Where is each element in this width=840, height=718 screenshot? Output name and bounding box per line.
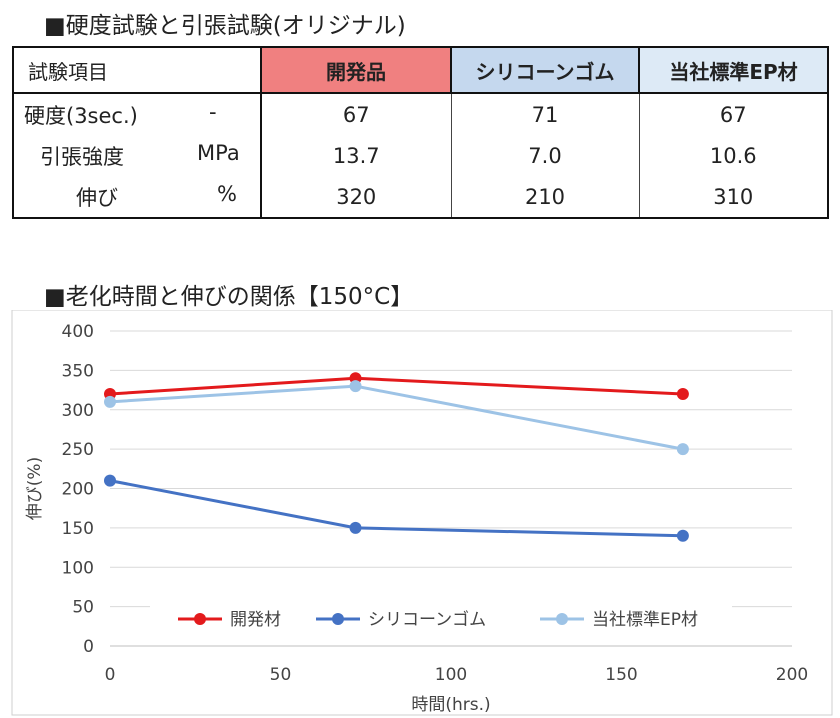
cell-value: 320 bbox=[336, 184, 377, 209]
y-tick-label: 200 bbox=[62, 480, 94, 500]
header-dev-product: 開発品 bbox=[260, 46, 452, 94]
legend-label: 当社標準EP材 bbox=[592, 610, 698, 630]
table-row: 引張強度 MPa 13.7 7.0 10.6 bbox=[13, 135, 828, 176]
y-tick-label: 150 bbox=[62, 519, 94, 539]
y-tick-label: 300 bbox=[62, 401, 94, 421]
row-name-cell: 硬度(3sec.) - bbox=[13, 93, 262, 135]
row-name-cell: 伸び % bbox=[13, 176, 262, 218]
section-title-aging: ■老化時間と伸びの関係【150°C】 bbox=[44, 284, 414, 310]
x-axis-label: 時間(hrs.) bbox=[411, 695, 490, 715]
row-unit: % bbox=[217, 181, 237, 206]
data-point bbox=[676, 443, 689, 456]
table-row: 伸び % 320 210 310 bbox=[13, 176, 828, 218]
y-tick-label: 400 bbox=[62, 322, 94, 342]
row-unit: MPa bbox=[197, 140, 240, 165]
data-point bbox=[104, 395, 116, 408]
table-row: 硬度(3sec.) - 67 71 67 bbox=[13, 93, 828, 135]
series-3 bbox=[104, 380, 689, 456]
y-tick-label: 50 bbox=[72, 598, 94, 618]
series-lines bbox=[104, 372, 689, 542]
y-tick-label: 250 bbox=[62, 440, 94, 460]
legend-background bbox=[150, 601, 732, 637]
header-standard-ep: 当社標準EP材 bbox=[638, 46, 829, 94]
cell-value: 13.7 bbox=[332, 143, 380, 168]
chart-frame bbox=[11, 310, 833, 716]
cell-value: 71 bbox=[450, 93, 639, 135]
cell-value: 310 bbox=[638, 176, 828, 218]
cell-value: 67 bbox=[342, 102, 370, 127]
y-tick-label: 350 bbox=[62, 361, 94, 381]
test-results-table: 試験項目 開発品 シリコーンゴム 当社標準EP材 硬度(3sec.) - 67 … bbox=[12, 46, 829, 219]
header-silicone-rubber: シリコーンゴム bbox=[450, 46, 640, 94]
x-tick-label: 100 bbox=[435, 665, 467, 685]
row-label: 硬度(3sec.) bbox=[24, 103, 138, 128]
row-label: 引張強度 bbox=[40, 144, 124, 169]
x-axis-ticks: 0 50 100 150 200 bbox=[105, 665, 809, 685]
cell-value: 210 bbox=[450, 176, 639, 218]
chart-legend: 開発材 シリコーンゴム 当社標準EP材 bbox=[150, 601, 732, 637]
y-axis-ticks: 0 50 100 150 200 250 300 350 400 bbox=[62, 322, 94, 657]
cell-value: 7.0 bbox=[450, 135, 639, 176]
data-point bbox=[349, 521, 362, 534]
elongation-line-chart: 0 50 100 150 200 250 300 350 400 0 50 100 150 200 開発… bbox=[11, 310, 833, 716]
data-point bbox=[349, 380, 362, 393]
row-unit: - bbox=[209, 99, 217, 124]
header-test-item: 試験項目 bbox=[12, 46, 262, 94]
x-tick-label: 150 bbox=[605, 665, 637, 685]
legend-label: シリコーンゴム bbox=[368, 609, 486, 630]
legend-item: 当社標準EP材 bbox=[540, 610, 698, 630]
data-point bbox=[676, 388, 689, 400]
legend-swatch-marker bbox=[556, 613, 568, 625]
row-name-cell: 引張強度 MPa bbox=[13, 135, 262, 176]
table-header-row: 試験項目 開発品 シリコーンゴム 当社標準EP材 bbox=[12, 46, 829, 94]
legend-swatch-marker bbox=[332, 613, 344, 625]
x-tick-label: 0 bbox=[105, 665, 116, 685]
data-point bbox=[676, 529, 689, 542]
series-2 bbox=[104, 474, 689, 542]
legend-label: 開発材 bbox=[230, 610, 281, 630]
y-tick-label: 100 bbox=[62, 558, 94, 578]
legend-swatch-marker bbox=[194, 613, 206, 625]
x-tick-label: 50 bbox=[270, 665, 292, 685]
cell-value: 10.6 bbox=[638, 135, 828, 176]
section-title-tests: ■硬度試験と引張試験(オリジナル) bbox=[44, 13, 406, 39]
y-tick-label: 0 bbox=[83, 637, 94, 657]
x-tick-label: 200 bbox=[776, 665, 808, 685]
legend-item: シリコーンゴム bbox=[316, 609, 486, 630]
y-axis-label: 伸び(%) bbox=[25, 457, 45, 520]
cell-value: 67 bbox=[638, 93, 828, 135]
data-point bbox=[104, 474, 116, 487]
legend-item: 開発材 bbox=[178, 610, 281, 630]
row-label: 伸び bbox=[76, 185, 118, 210]
